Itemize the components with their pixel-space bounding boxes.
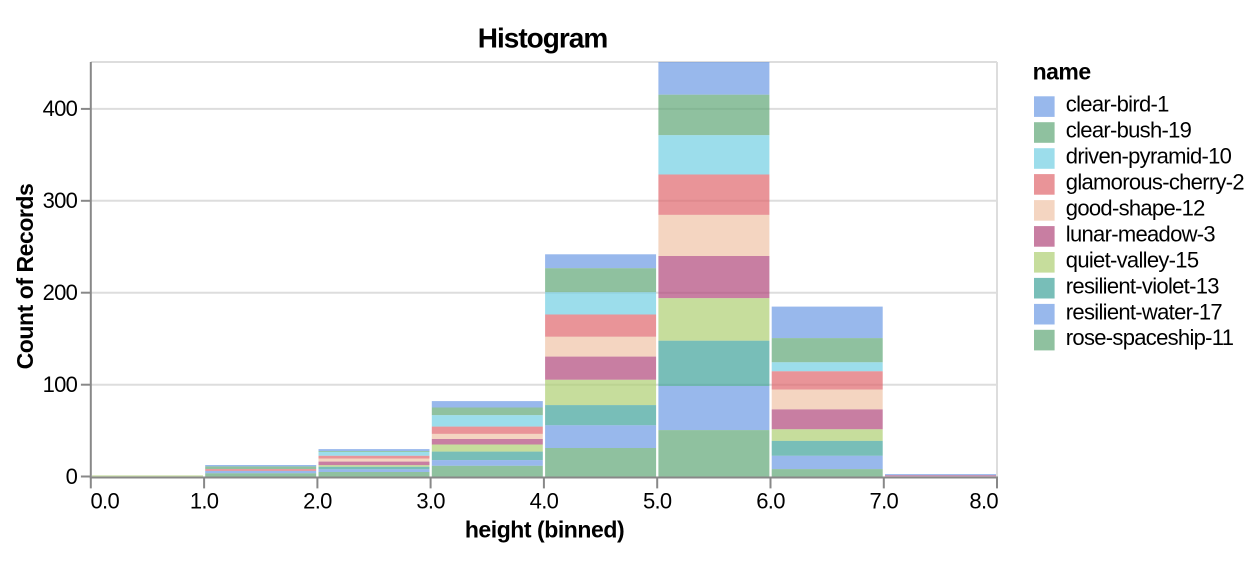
svg-text:100: 100 (43, 372, 78, 397)
svg-text:3.0: 3.0 (416, 488, 445, 513)
svg-text:good-shape-12: good-shape-12 (1066, 196, 1205, 221)
svg-text:lunar-meadow-3: lunar-meadow-3 (1066, 222, 1216, 247)
svg-text:quiet-valley-15: quiet-valley-15 (1066, 247, 1199, 272)
svg-text:5.0: 5.0 (643, 488, 672, 513)
svg-text:Histogram: Histogram (478, 23, 608, 54)
svg-text:2.0: 2.0 (303, 488, 332, 513)
svg-text:driven-pyramid-10: driven-pyramid-10 (1066, 144, 1232, 169)
svg-text:rose-spaceship-11: rose-spaceship-11 (1066, 325, 1234, 350)
svg-text:resilient-violet-13: resilient-violet-13 (1066, 273, 1219, 298)
svg-text:4.0: 4.0 (530, 488, 559, 513)
svg-text:8.0: 8.0 (969, 488, 998, 513)
svg-text:height (binned): height (binned) (465, 517, 624, 543)
svg-text:glamorous-cherry-2: glamorous-cherry-2 (1066, 170, 1245, 195)
svg-text:7.0: 7.0 (870, 488, 899, 513)
svg-text:6.0: 6.0 (756, 488, 785, 513)
svg-text:clear-bush-19: clear-bush-19 (1066, 118, 1192, 143)
svg-text:200: 200 (43, 280, 78, 305)
svg-text:Count of Records: Count of Records (12, 184, 38, 370)
svg-text:resilient-water-17: resilient-water-17 (1066, 299, 1223, 324)
svg-text:400: 400 (43, 96, 78, 121)
svg-text:1.0: 1.0 (190, 488, 219, 513)
svg-text:clear-bird-1: clear-bird-1 (1066, 92, 1169, 117)
svg-text:0: 0 (66, 464, 78, 489)
svg-text:300: 300 (43, 188, 78, 213)
svg-text:name: name (1033, 59, 1091, 85)
svg-text:0.0: 0.0 (91, 488, 120, 513)
